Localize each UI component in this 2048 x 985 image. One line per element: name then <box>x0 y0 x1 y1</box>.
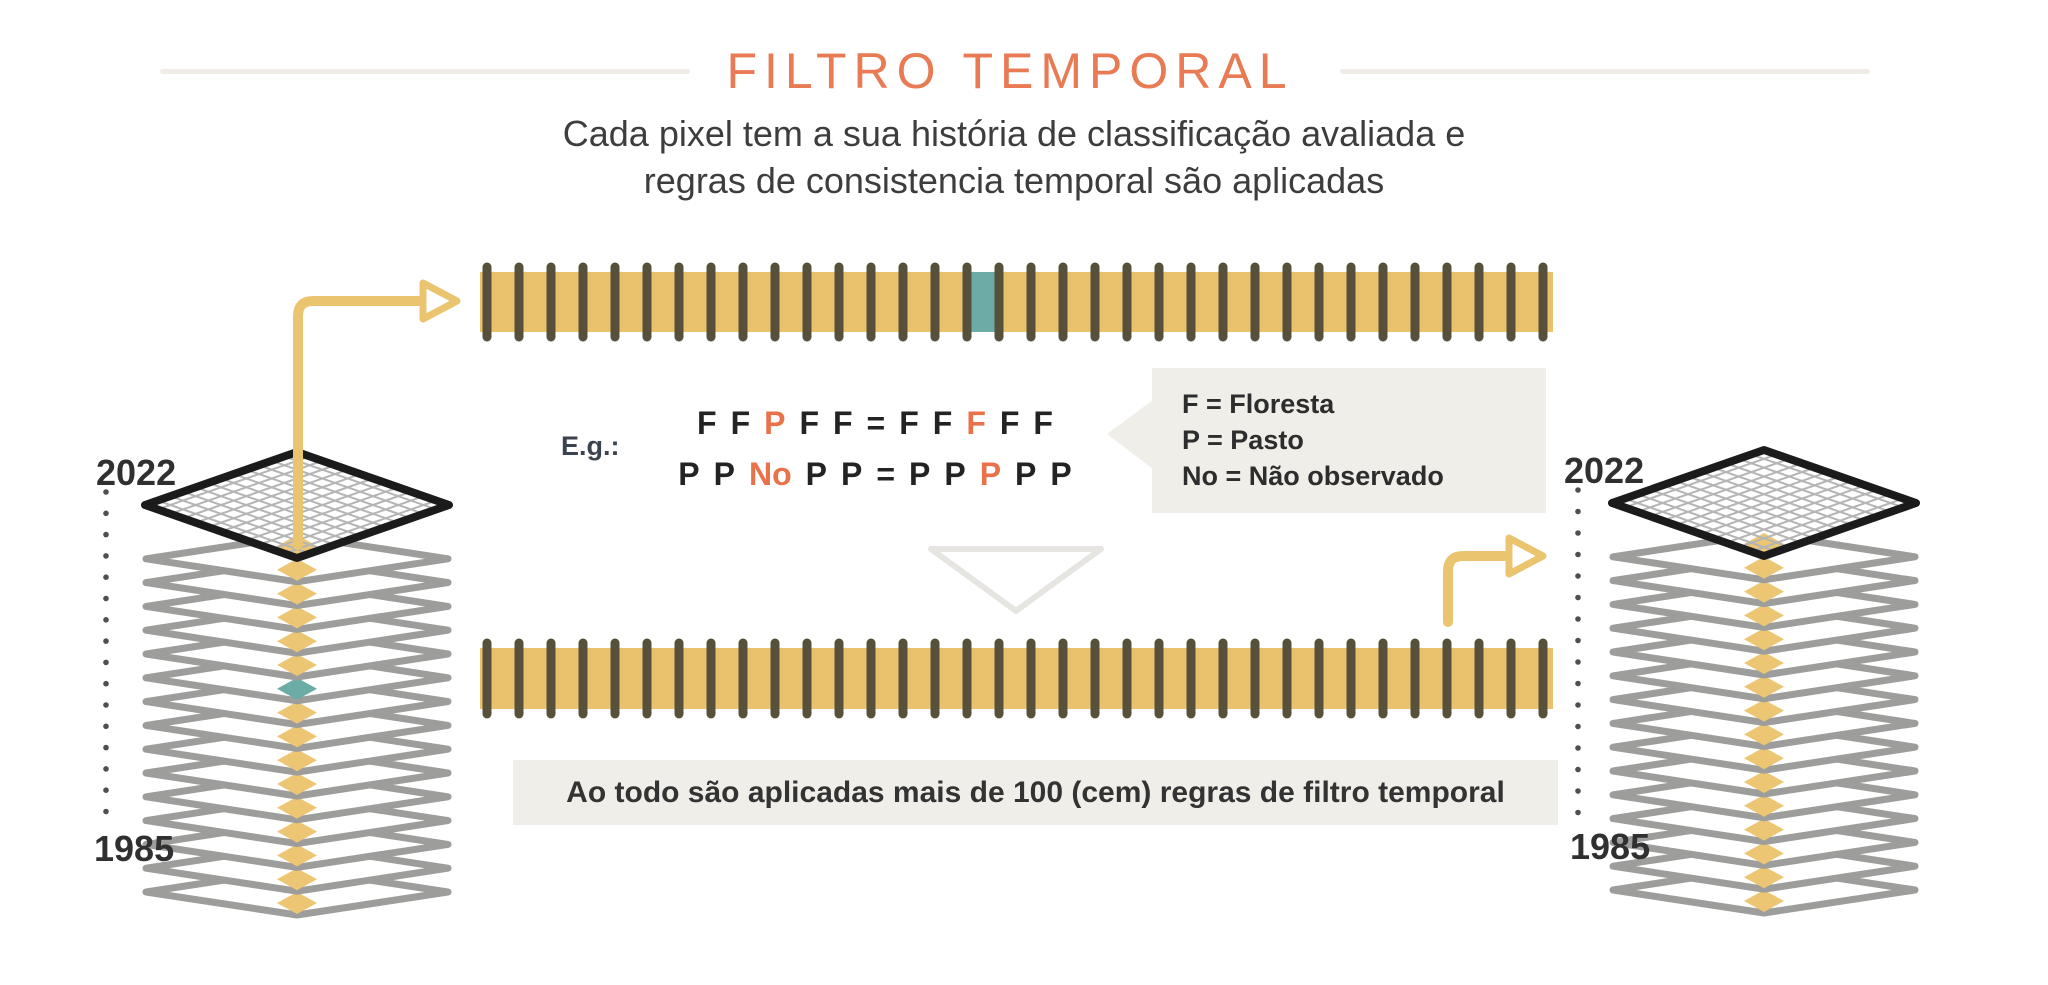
left-ellipsis-dots <box>103 489 109 815</box>
rule-token: P <box>1015 456 1037 492</box>
pixel-diamond <box>1744 580 1784 603</box>
title-rule-left <box>160 69 690 74</box>
pixel-diamond <box>1744 699 1784 722</box>
right-layer-stack <box>1608 446 1920 917</box>
rule-token: F <box>799 405 819 441</box>
pixel-diamond <box>1744 890 1784 912</box>
rule-token: P <box>909 456 931 492</box>
rule-token: F <box>730 405 751 441</box>
subtitle-line-1: Cada pixel tem a sua história de classif… <box>562 113 1466 154</box>
legend-line-nao-observado: No = Não observado <box>1182 461 1444 491</box>
right-stack-year-top: 2022 <box>1564 450 1645 491</box>
grid-layer <box>141 448 453 562</box>
pixel-diamond <box>277 558 317 581</box>
rule-token: F <box>833 405 853 441</box>
timeline-bar-bottom <box>480 638 1553 719</box>
example-row: P P No P P = P P P P P <box>620 449 1130 500</box>
pixel-diamond <box>277 749 317 772</box>
rule-token: = <box>876 456 895 492</box>
pixel-diamond <box>1744 818 1784 841</box>
rule-token: P <box>713 456 735 492</box>
rule-token-highlight: F <box>966 405 986 441</box>
pixel-diamond <box>277 868 317 891</box>
pixel-diamond <box>277 582 317 605</box>
pixel-diamond <box>1744 771 1784 793</box>
rule-token-highlight: No <box>748 456 792 492</box>
pixel-diamond <box>1744 747 1784 770</box>
legend-line-pasto: P = Pasto <box>1182 425 1304 455</box>
rule-token: = <box>866 405 886 441</box>
pixel-diamond <box>277 820 317 843</box>
left-stack-year-top: 2022 <box>96 452 177 493</box>
legend-tail <box>1107 400 1153 469</box>
pixel-diamond <box>1744 794 1784 817</box>
pixel-diamond <box>277 892 317 914</box>
right-ellipsis-dots <box>1575 487 1581 816</box>
pixel-diamond <box>277 654 317 676</box>
example-row: F F P F F = F F F F F <box>620 398 1130 449</box>
pixel-diamond <box>277 630 317 653</box>
rule-token: F <box>1033 405 1053 441</box>
left-arrowhead-icon <box>419 279 461 323</box>
note-box: Ao todo são aplicadas mais de 100 (cem) … <box>513 760 1558 825</box>
timeline-bar-top <box>480 262 1553 342</box>
legend-box: F = Floresta P = Pasto No = Não observad… <box>1152 368 1546 513</box>
pixel-diamond <box>1744 723 1784 746</box>
rule-token: P <box>944 456 966 492</box>
right-stack-year-bottom: 1985 <box>1570 826 1651 867</box>
right-arrowhead-icon <box>1505 534 1547 578</box>
pixel-diamond <box>1744 652 1784 674</box>
legend-line-floresta: F = Floresta <box>1182 389 1335 419</box>
timeline-highlight-cell <box>967 272 999 332</box>
subtitle: Cada pixel tem a sua história de classif… <box>424 110 1604 204</box>
pixel-diamond <box>277 725 317 748</box>
rule-token: F <box>999 405 1020 441</box>
left-stack-year-bottom: 1985 <box>94 828 175 869</box>
left-arrow-line <box>293 296 424 550</box>
rule-token: P <box>840 456 863 492</box>
pixel-diamond <box>1744 842 1784 865</box>
pixel-diamond <box>277 677 317 700</box>
pixel-diamond <box>277 773 317 795</box>
funnel-triangle-icon <box>928 546 1104 614</box>
right-arrow-line <box>1443 551 1509 627</box>
rule-token: F <box>932 405 953 441</box>
pixel-diamond <box>1744 628 1784 651</box>
rule-token-highlight: P <box>764 405 786 441</box>
pixel-diamond <box>277 844 317 867</box>
rule-token: F <box>899 405 919 441</box>
grid-layer <box>1608 446 1920 560</box>
rule-token: F <box>697 405 717 441</box>
pixel-diamond <box>1744 675 1784 698</box>
pixel-diamond <box>1744 556 1784 579</box>
rule-token: P <box>678 456 700 492</box>
subtitle-line-2: regras de consistencia temporal são apli… <box>643 160 1385 201</box>
left-layer-stack <box>141 448 453 919</box>
pixel-diamond <box>277 796 317 819</box>
example-label: E.g.: <box>561 431 620 461</box>
rule-token: P <box>1050 456 1072 492</box>
title-rule-right <box>1340 69 1870 74</box>
rule-token-highlight: P <box>979 456 1002 492</box>
pixel-diamond <box>1744 604 1784 627</box>
rule-token: P <box>805 456 827 492</box>
pixel-diamond <box>277 701 317 724</box>
pixel-diamond <box>1744 866 1784 889</box>
pixel-diamond <box>277 606 317 629</box>
page-title: FILTRO TEMPORAL <box>726 43 1294 99</box>
example-rules: F F P F F = F F F F F P P No P P = P P P P P <box>620 398 1130 500</box>
